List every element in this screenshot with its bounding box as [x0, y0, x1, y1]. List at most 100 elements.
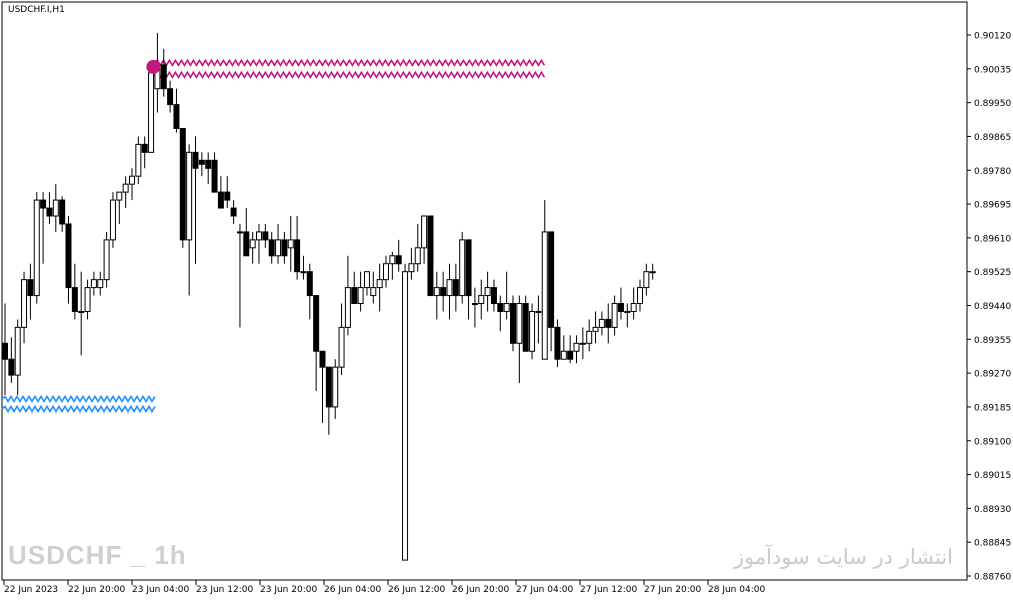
candle-body	[344, 287, 351, 328]
candle-body	[465, 239, 472, 297]
candle-body	[236, 231, 243, 234]
candle-body	[217, 191, 224, 209]
time-tick-label: 27 Jun 20:00	[644, 585, 701, 595]
candle-body	[446, 279, 453, 297]
candle-body	[103, 239, 110, 281]
candle-body	[332, 366, 339, 408]
price-tick-label: 0.89695	[974, 201, 1011, 211]
candle-body	[186, 151, 193, 241]
symbol-label: USDCHF.I,H1	[8, 5, 65, 15]
candle-body	[370, 287, 377, 297]
candle-body	[65, 223, 72, 289]
time-tick-label: 26 Jun 20:00	[452, 585, 509, 595]
price-tick-label: 0.89185	[974, 403, 1011, 413]
candle-body	[230, 207, 237, 217]
candle-body	[281, 239, 288, 257]
candle-body	[478, 295, 485, 305]
candle-body	[135, 143, 142, 177]
candle-body	[522, 303, 529, 352]
candle-body	[192, 151, 199, 169]
candle-body	[503, 303, 510, 312]
price-tick-label: 0.89440	[974, 302, 1011, 312]
candle-body	[573, 342, 580, 352]
candle-body	[560, 350, 567, 360]
candle-body	[541, 231, 548, 360]
time-tick-label: 28 Jun 04:00	[708, 585, 765, 595]
candle-body	[8, 358, 15, 376]
time-tick-label: 26 Jun 12:00	[388, 585, 445, 595]
candle-body	[78, 310, 85, 313]
candle-body	[116, 191, 123, 201]
candle-body	[529, 310, 536, 352]
candle-body	[548, 231, 555, 328]
candle-body	[611, 303, 618, 328]
candle-body	[256, 231, 262, 241]
candle-body	[306, 271, 313, 297]
price-tick-label: 0.89355	[974, 336, 1011, 346]
candle-body	[243, 231, 250, 257]
candle-body	[148, 72, 155, 153]
candle-body	[21, 279, 28, 328]
candle-body	[497, 303, 504, 312]
candle-body	[452, 279, 459, 297]
candle-body	[249, 239, 256, 249]
candle-body	[59, 199, 66, 225]
price-tick-label: 0.90120	[974, 32, 1011, 42]
candle-body	[52, 199, 59, 217]
candle-body	[14, 326, 21, 376]
candle-body	[598, 318, 605, 328]
candle-body	[605, 318, 612, 328]
watermark-symbol: USDCHF _ 1h	[8, 540, 187, 570]
candle-body	[490, 287, 497, 305]
time-tick-label: 27 Jun 12:00	[580, 585, 637, 595]
candle-body	[109, 199, 116, 241]
candle-body	[643, 271, 650, 289]
candle-body	[395, 255, 402, 265]
price-tick-label: 0.89610	[974, 234, 1011, 244]
candle-body	[90, 279, 97, 289]
candle-body	[71, 287, 78, 312]
candle-body	[484, 287, 491, 297]
price-tick-label: 0.89525	[974, 268, 1011, 278]
candle-body	[414, 247, 421, 265]
candle-body	[554, 326, 561, 360]
candle-body	[427, 215, 434, 297]
candle-body	[351, 287, 358, 305]
time-tick-label: 23 Jun 20:00	[260, 585, 317, 595]
candle-body	[376, 279, 383, 289]
candle-body	[294, 239, 301, 273]
candle-body	[383, 263, 389, 281]
candle-body	[287, 239, 294, 249]
candle-body	[27, 279, 34, 297]
candle-body	[84, 287, 91, 312]
candle-body	[141, 143, 148, 153]
candle-body	[224, 191, 231, 201]
candle-body	[33, 199, 40, 297]
candle-body	[179, 127, 186, 241]
resistance-zone-line	[153, 58, 546, 67]
price-tick-label: 0.88845	[974, 539, 1011, 549]
price-tick-label: 0.89270	[974, 370, 1011, 380]
candle-body	[637, 287, 643, 305]
candle-body	[516, 303, 523, 344]
time-tick-label: 27 Jun 04:00	[516, 585, 573, 595]
candle-body	[567, 350, 574, 360]
candle-body	[402, 271, 409, 561]
candle-body	[300, 271, 307, 274]
pivot-marker	[146, 59, 161, 74]
candle-body	[433, 287, 440, 297]
price-tick-label: 0.89015	[974, 471, 1011, 481]
price-tick-label: 0.88930	[974, 505, 1011, 515]
price-tick-label: 0.88760	[974, 573, 1011, 583]
candle-body	[408, 263, 415, 273]
resistance-zone-line	[153, 70, 546, 79]
plot-frame	[1, 1, 968, 581]
candle-body	[617, 303, 624, 312]
candle-body	[268, 239, 275, 257]
price-tick-label: 0.89100	[974, 437, 1011, 447]
candle-body	[535, 310, 542, 313]
support-zone-line	[1, 394, 156, 404]
candle-body	[97, 279, 104, 289]
candle-body	[421, 215, 428, 249]
